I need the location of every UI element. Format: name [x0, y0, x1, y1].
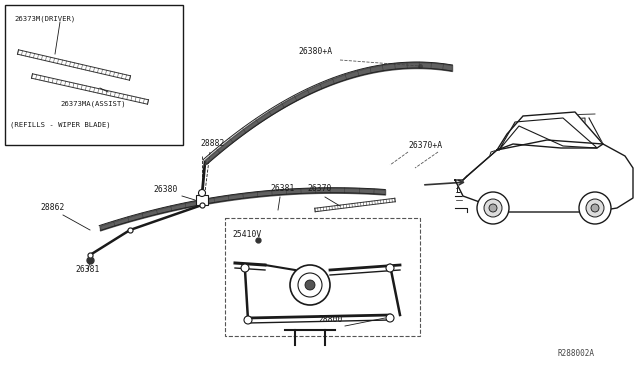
Bar: [196, 195, 208, 205]
Text: 26380: 26380: [153, 185, 177, 194]
Circle shape: [305, 280, 315, 290]
Circle shape: [484, 199, 502, 217]
Circle shape: [386, 264, 394, 272]
Text: 26380+A: 26380+A: [298, 47, 332, 56]
Bar: [225, 218, 420, 336]
Circle shape: [489, 204, 497, 212]
Text: 28862: 28862: [40, 203, 65, 212]
Text: (REFILLS - WIPER BLADE): (REFILLS - WIPER BLADE): [10, 121, 111, 128]
Text: 28800: 28800: [318, 315, 342, 324]
Circle shape: [579, 192, 611, 224]
Text: 25410V: 25410V: [232, 230, 261, 239]
Circle shape: [591, 204, 599, 212]
Text: 26370+A: 26370+A: [408, 141, 442, 150]
Bar: [5, 5, 183, 145]
Circle shape: [244, 316, 252, 324]
Text: R288002A: R288002A: [558, 349, 595, 358]
Circle shape: [586, 199, 604, 217]
Text: 26381: 26381: [270, 184, 294, 193]
Circle shape: [477, 192, 509, 224]
Text: 28882: 28882: [200, 139, 225, 148]
Circle shape: [241, 264, 249, 272]
Polygon shape: [497, 112, 603, 150]
Text: 26370: 26370: [307, 184, 332, 193]
Polygon shape: [455, 140, 633, 212]
Text: 26373M(DRIVER): 26373M(DRIVER): [14, 15, 76, 22]
Circle shape: [386, 314, 394, 322]
Text: 26381: 26381: [75, 265, 99, 274]
Text: 26373MA(ASSIST): 26373MA(ASSIST): [60, 100, 125, 106]
Circle shape: [198, 189, 205, 196]
